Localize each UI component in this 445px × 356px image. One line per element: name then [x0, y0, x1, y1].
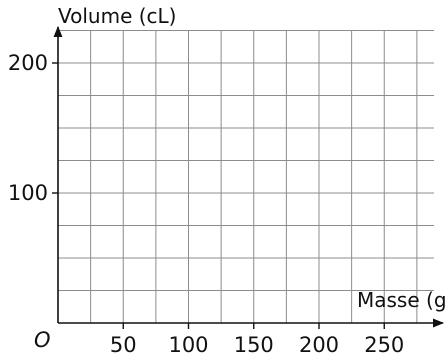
axes — [53, 25, 445, 328]
origin-label: O — [34, 328, 51, 352]
tick-marks — [52, 62, 385, 329]
y-tick-label: 200 — [8, 51, 48, 75]
grid — [58, 30, 434, 323]
y-tick-label: 100 — [8, 181, 48, 205]
x-tick-label: 50 — [110, 333, 137, 356]
x-axis-title: Masse (g) — [357, 288, 445, 312]
x-tick-label: 100 — [168, 333, 208, 356]
y-axis-title: Volume (cL) — [58, 4, 177, 28]
x-tick-label: 150 — [234, 333, 274, 356]
tick-labels: 50 100 150 200 250 100 200 — [8, 51, 404, 356]
x-tick-label: 250 — [364, 333, 404, 356]
x-tick-label: 200 — [299, 333, 339, 356]
